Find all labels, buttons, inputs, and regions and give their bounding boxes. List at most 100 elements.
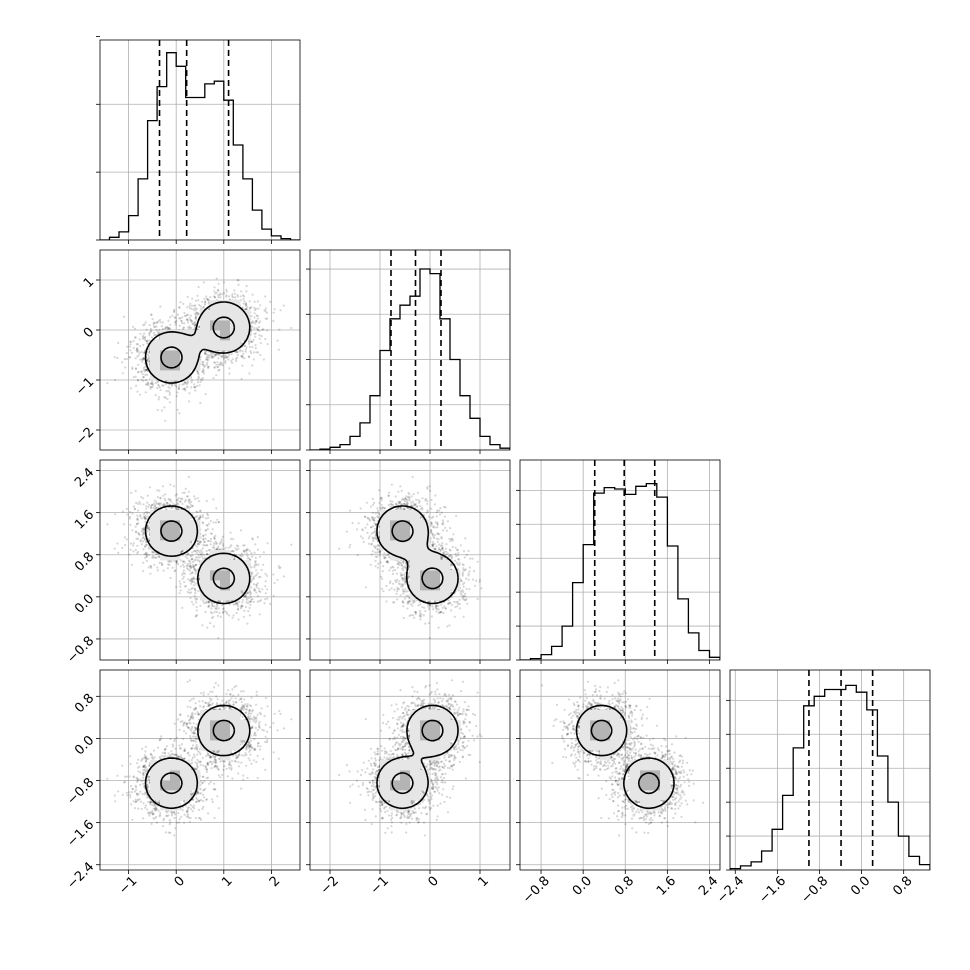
sample-point xyxy=(247,591,250,594)
sample-point xyxy=(244,595,247,598)
sample-point xyxy=(199,540,202,544)
sample-point xyxy=(154,556,157,559)
sample-point xyxy=(196,313,199,316)
sample-point xyxy=(251,325,254,328)
sample-point xyxy=(240,290,243,293)
sample-point xyxy=(154,381,157,385)
sample-point xyxy=(253,327,256,330)
density-block xyxy=(190,330,201,341)
sample-point xyxy=(183,381,186,384)
sample-point xyxy=(202,368,205,371)
sample-point xyxy=(213,355,216,358)
density-block xyxy=(230,340,241,351)
sample-point xyxy=(209,296,212,299)
sample-point xyxy=(201,378,204,381)
sample-point xyxy=(192,565,195,569)
sample-point xyxy=(240,592,243,595)
sample-point xyxy=(252,351,255,354)
sample-point xyxy=(140,350,143,353)
sample-point xyxy=(202,557,205,560)
sample-point xyxy=(186,590,189,594)
sample-point xyxy=(217,600,220,603)
sample-point xyxy=(213,366,216,369)
histogram-step xyxy=(310,268,510,450)
sample-point xyxy=(144,321,147,324)
sample-point xyxy=(219,363,222,367)
sample-point xyxy=(135,537,138,541)
sample-point xyxy=(188,565,191,568)
sample-point xyxy=(203,300,206,303)
sample-point xyxy=(152,506,155,510)
sample-point xyxy=(136,544,139,547)
sample-point xyxy=(191,563,195,567)
sample-point xyxy=(106,523,109,526)
sample-point xyxy=(144,545,147,548)
sample-point xyxy=(205,553,209,556)
sample-point xyxy=(142,548,145,551)
sample-point xyxy=(163,396,166,399)
sample-point xyxy=(144,545,147,548)
sample-point xyxy=(259,342,262,345)
sample-point xyxy=(192,550,196,553)
sample-point xyxy=(155,502,158,505)
sample-point xyxy=(261,328,264,331)
sample-point xyxy=(190,600,193,603)
sample-point xyxy=(217,369,220,372)
sample-point xyxy=(236,351,239,354)
sample-point xyxy=(150,504,153,507)
sample-point xyxy=(135,367,138,370)
sample-point xyxy=(226,612,229,616)
sample-point xyxy=(142,570,145,573)
sample-point xyxy=(195,545,199,548)
sample-point xyxy=(182,383,185,386)
sample-point xyxy=(227,295,230,298)
sample-point xyxy=(189,562,192,565)
sample-point xyxy=(198,559,201,562)
sample-point xyxy=(203,372,206,375)
panel-frame xyxy=(309,249,511,451)
sample-point xyxy=(188,569,191,572)
sample-point xyxy=(249,571,253,574)
sample-point xyxy=(173,570,176,573)
sample-point xyxy=(191,297,194,300)
sample-point xyxy=(199,549,203,552)
sample-point xyxy=(143,323,146,326)
sample-point xyxy=(157,332,160,335)
sample-point xyxy=(138,500,141,504)
sample-point xyxy=(146,530,149,533)
sample-point xyxy=(205,358,208,361)
sample-point xyxy=(125,507,128,511)
sample-point xyxy=(158,489,161,492)
sample-point xyxy=(255,586,258,589)
sample-point xyxy=(194,309,197,312)
sample-point xyxy=(142,503,145,506)
sample-point xyxy=(131,512,134,515)
sample-point xyxy=(247,355,250,358)
sample-point xyxy=(215,542,218,546)
sample-point xyxy=(157,555,161,558)
sample-point xyxy=(166,328,169,331)
sample-point xyxy=(160,561,163,565)
sample-point xyxy=(282,304,285,307)
sample-point xyxy=(169,498,172,501)
sample-point xyxy=(255,574,258,577)
sample-point xyxy=(192,308,195,311)
sample-point xyxy=(206,361,209,364)
sample-point xyxy=(140,495,143,499)
sample-point xyxy=(190,379,194,382)
sample-point xyxy=(221,349,224,353)
sample-point xyxy=(225,599,228,603)
sample-point xyxy=(216,614,220,618)
sample-point xyxy=(199,515,202,519)
sample-point xyxy=(158,561,161,565)
sample-point xyxy=(179,589,182,592)
sample-point xyxy=(276,339,279,342)
sample-point xyxy=(212,615,215,618)
sample-point xyxy=(194,597,197,600)
sample-point xyxy=(250,575,253,578)
sample-point xyxy=(150,329,153,332)
sample-point xyxy=(242,352,245,355)
sample-point xyxy=(250,314,253,318)
sample-point xyxy=(191,560,194,564)
sample-point xyxy=(272,319,275,323)
